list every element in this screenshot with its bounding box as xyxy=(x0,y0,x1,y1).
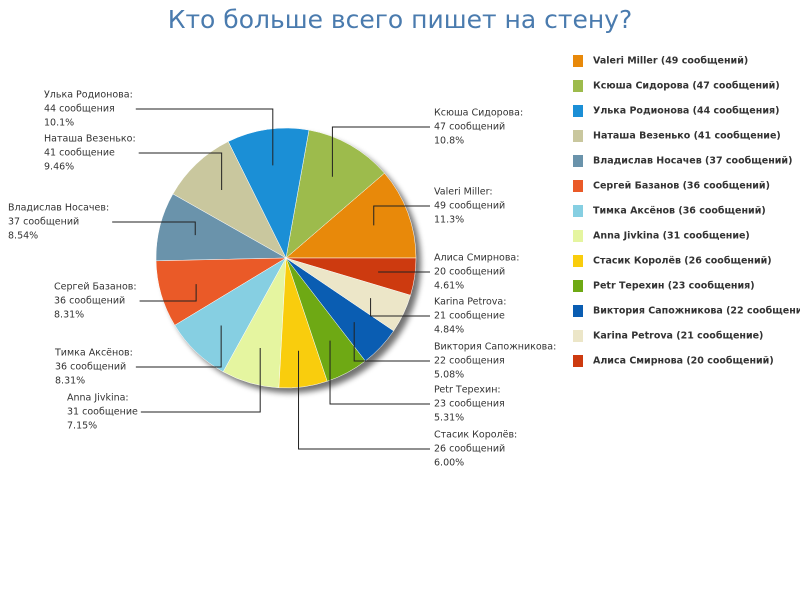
legend-label: Владислав Носачев (37 сообщений) xyxy=(593,156,792,167)
callout-percent: 7.15% xyxy=(67,421,97,432)
leader-line xyxy=(353,322,430,362)
pie-slice xyxy=(285,129,385,259)
legend-label: Тимка Аксёнов (36 сообщений) xyxy=(593,206,766,217)
callout-value: 37 сообщений xyxy=(8,217,79,228)
legend-label: Сергей Базанов (36 сообщений) xyxy=(593,181,770,192)
leader-line xyxy=(298,350,430,450)
leader-line xyxy=(329,340,430,405)
leader-line xyxy=(138,152,223,191)
callout-percent: 4.61% xyxy=(434,281,464,292)
pie-slice xyxy=(285,172,417,259)
callout-value: 22 сообщения xyxy=(434,356,505,367)
legend-swatch xyxy=(573,280,583,292)
callout-name: Ксюша Сидорова: xyxy=(434,108,523,119)
callout-value: 36 сообщений xyxy=(54,296,125,307)
leader-line xyxy=(370,298,430,317)
callout-value: 31 сообщение xyxy=(67,407,138,418)
legend-label: Наташа Везенько (41 сообщение) xyxy=(593,131,781,142)
legend-swatch xyxy=(573,55,583,67)
callout-value: 20 сообщений xyxy=(434,267,505,278)
legend-swatch xyxy=(573,80,583,92)
leader-line xyxy=(139,284,197,302)
callout-name: Владислав Носачев: xyxy=(8,203,109,214)
callout-name: Anna Jivkina: xyxy=(67,393,129,404)
leader-line xyxy=(373,205,430,226)
legend-label: Виктория Сапожникова (22 сообщения xyxy=(593,306,800,317)
callout-value: 23 сообщения xyxy=(434,399,505,410)
pie-slice xyxy=(227,127,310,259)
callout-name: Наташа Везенько: xyxy=(44,134,136,145)
leader-line xyxy=(135,108,274,166)
pie-slice xyxy=(172,141,287,259)
leader-line xyxy=(112,221,196,236)
callout-value: 36 сообщений xyxy=(55,362,126,373)
callout-percent: 4.84% xyxy=(434,325,464,336)
legend-swatch xyxy=(573,305,583,317)
legend-swatch xyxy=(573,105,583,117)
callout-percent: 10.8% xyxy=(434,136,464,147)
callout-name: Тимка Аксёнов: xyxy=(54,348,133,359)
pie-slice xyxy=(285,257,417,296)
legend-swatch xyxy=(573,130,583,142)
legend-label: Улька Родионова (44 сообщения) xyxy=(593,106,779,117)
callout-name: Стасик Королёв: xyxy=(434,430,517,441)
callout-value: 44 сообщения xyxy=(44,104,115,115)
callout-percent: 8.31% xyxy=(54,310,84,321)
callout-value: 26 сообщений xyxy=(434,444,505,455)
callout-percent: 11.3% xyxy=(434,215,464,226)
legend-label: Anna Jivkina (31 сообщение) xyxy=(593,231,750,242)
leader-line xyxy=(135,325,222,368)
callout-name: Petr Терехин: xyxy=(434,385,501,396)
legend-swatch xyxy=(573,155,583,167)
legend-label: Стасик Королёв (26 сообщений) xyxy=(593,256,772,267)
chart-title: Кто больше всего пишет на стену? xyxy=(168,5,633,34)
callout-value: 41 сообщение xyxy=(44,148,115,159)
callout-name: Алиса Смирнова: xyxy=(434,253,519,264)
callout-percent: 9.46% xyxy=(44,162,74,173)
callout-percent: 5.08% xyxy=(434,370,464,381)
legend-swatch xyxy=(573,330,583,342)
callout-percent: 8.31% xyxy=(55,376,85,387)
callout-name: Улька Родионова: xyxy=(44,90,133,101)
callout-percent: 6.00% xyxy=(434,458,464,469)
callout-value: 21 сообщение xyxy=(434,311,505,322)
callout-value: 49 сообщений xyxy=(434,201,505,212)
leader-line xyxy=(331,126,430,177)
legend-swatch xyxy=(573,180,583,192)
callout-name: Karina Petrova: xyxy=(434,297,506,308)
callout-percent: 10.1% xyxy=(44,118,74,129)
legend-label: Valeri Miller (49 сообщений) xyxy=(593,56,748,67)
legend-swatch xyxy=(573,255,583,267)
callout-name: Сергей Базанов: xyxy=(54,282,137,293)
callout-percent: 8.54% xyxy=(8,231,38,242)
callout-name: Виктория Сапожникова: xyxy=(434,342,556,353)
callout-value: 47 сообщений xyxy=(434,122,505,133)
legend-label: Petr Терехин (23 сообщения) xyxy=(593,281,755,292)
legend-swatch xyxy=(573,355,583,367)
legend-label: Karina Petrova (21 сообщение) xyxy=(593,331,763,342)
callout-name: Valeri Miller: xyxy=(434,187,493,198)
callout-percent: 5.31% xyxy=(434,413,464,424)
legend-label: Ксюша Сидорова (47 сообщений) xyxy=(593,81,780,92)
legend-swatch xyxy=(573,205,583,217)
legend-swatch xyxy=(573,230,583,242)
legend-label: Алиса Смирнова (20 сообщений) xyxy=(593,356,774,367)
leader-line xyxy=(140,347,261,413)
